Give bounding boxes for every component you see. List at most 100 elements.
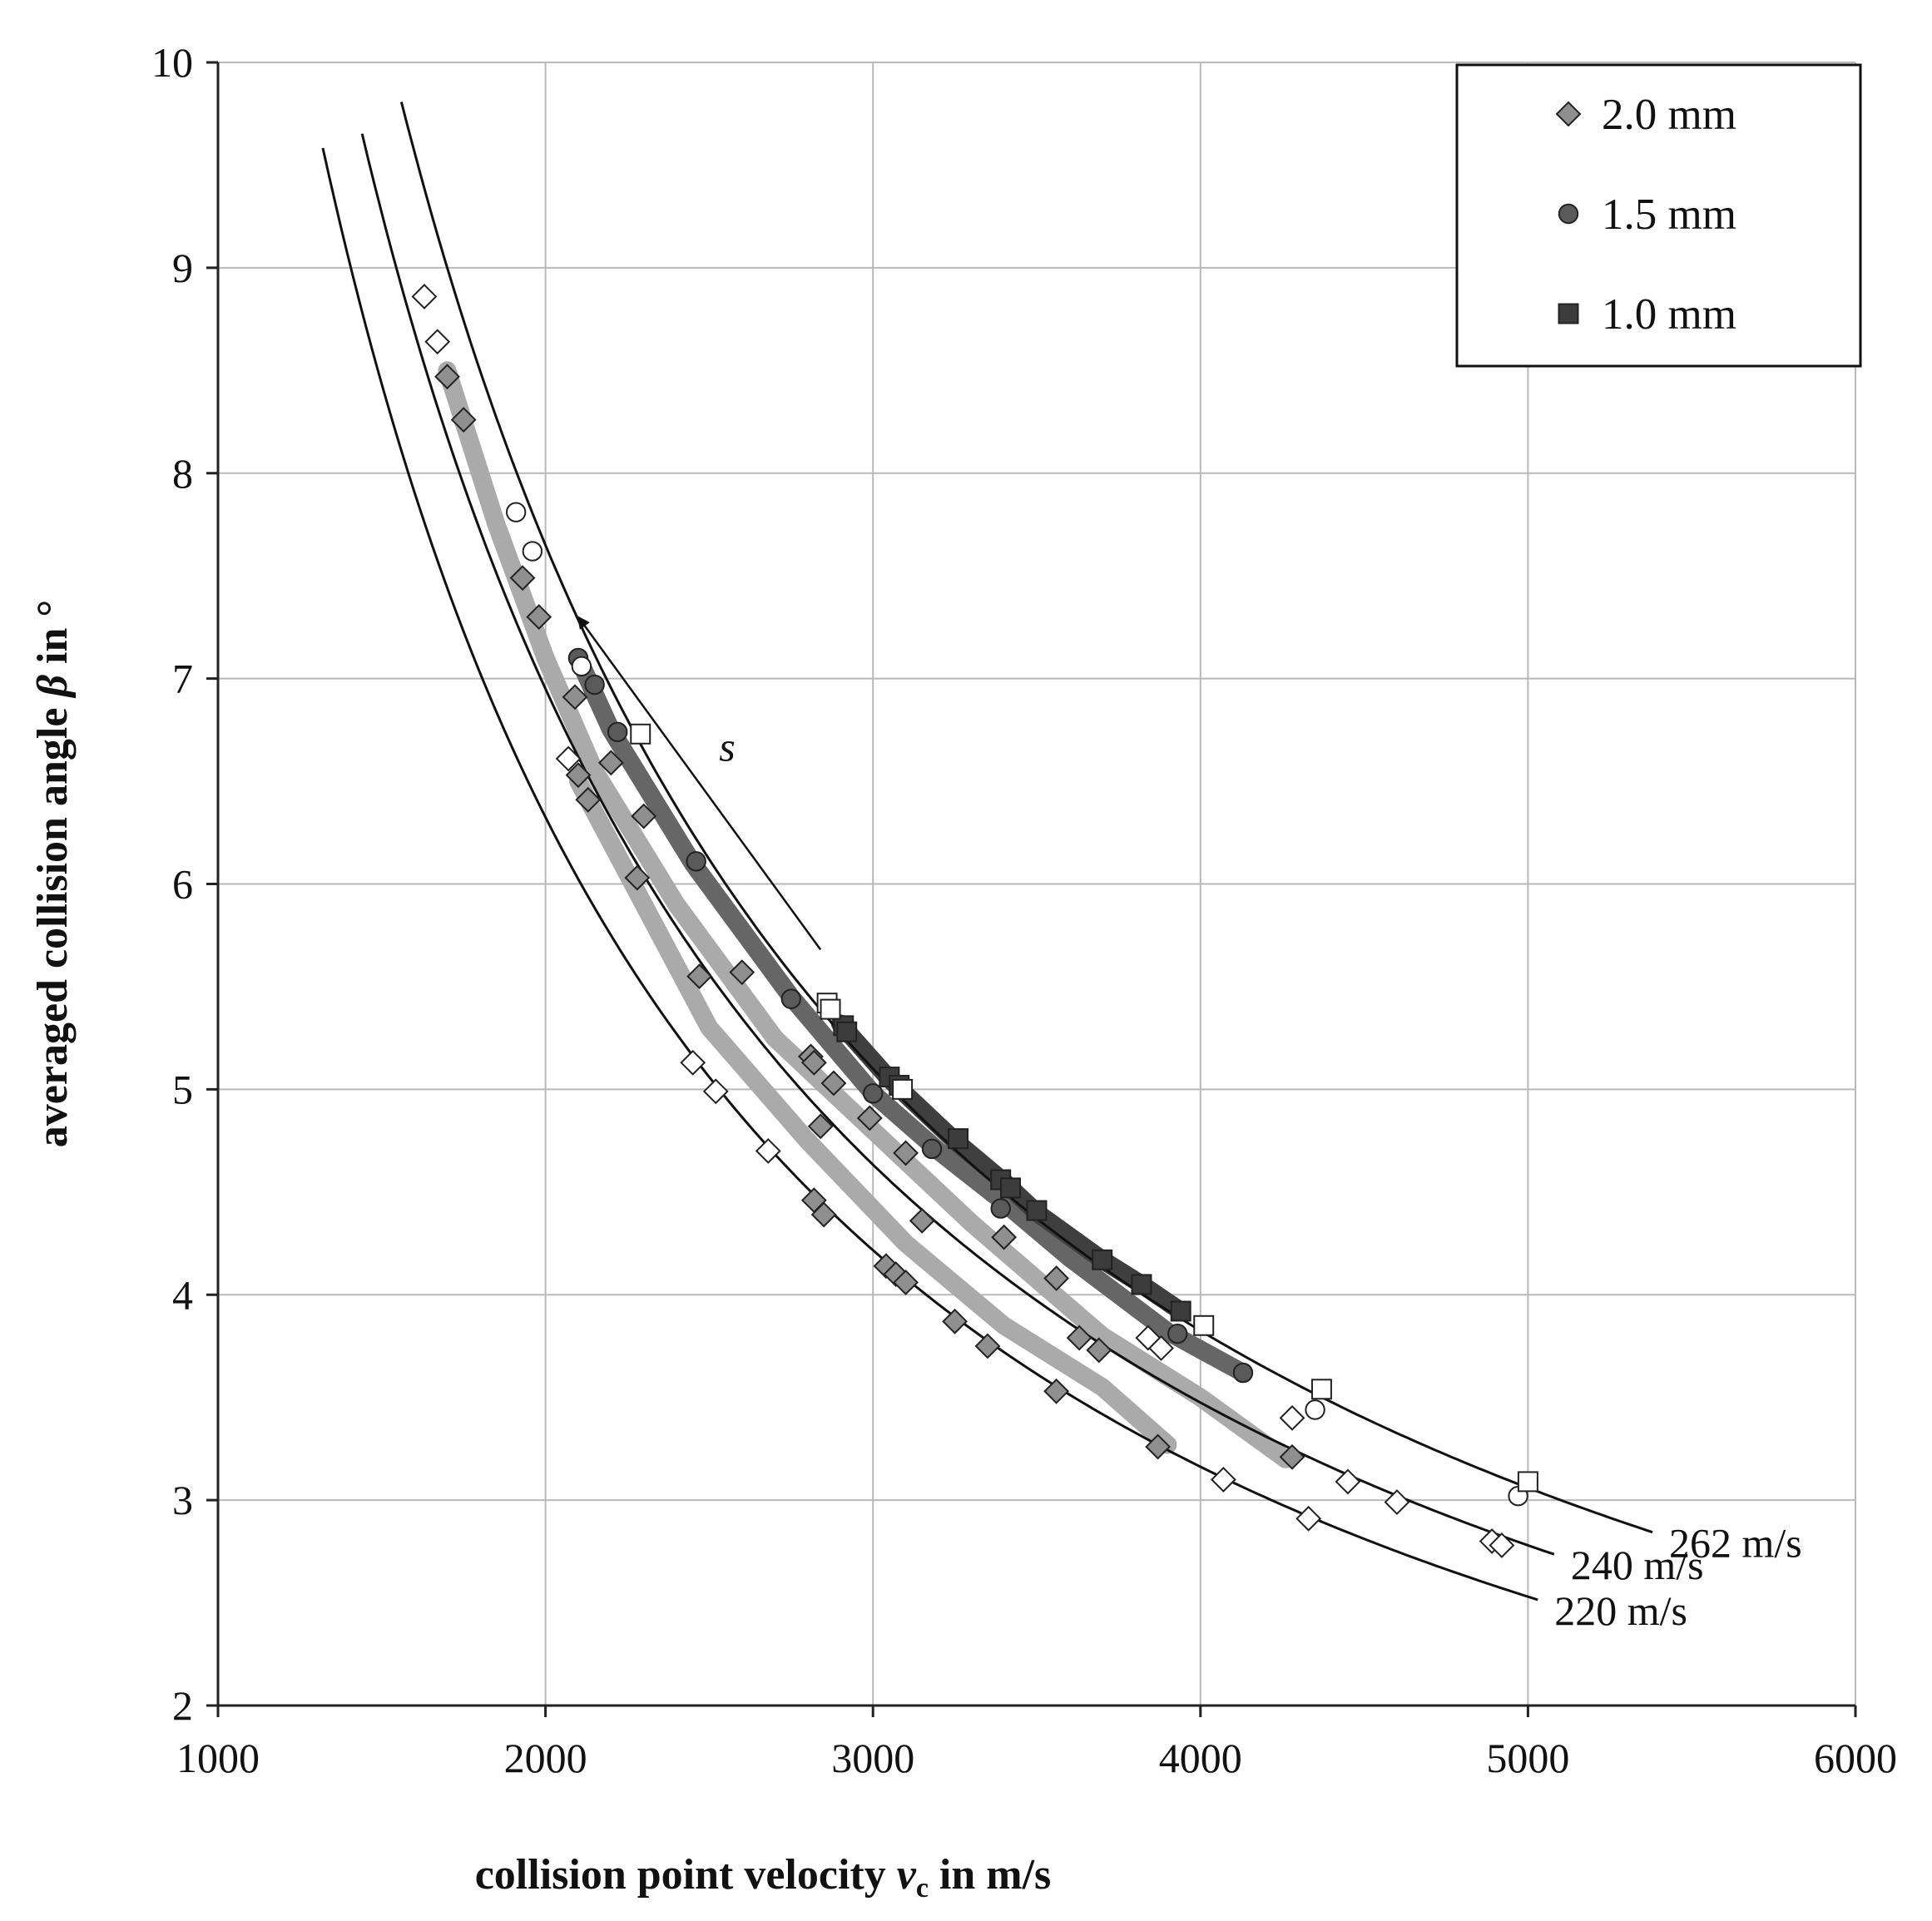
y-tick-label-9: 9 [172,245,193,291]
legend: 2.0 mm 1.5 mm 1.0 mm [1455,63,1862,368]
point-1-11 [1210,1467,1236,1493]
point-0-8 [631,803,657,829]
point-2-6 [921,1138,943,1160]
point-0-15 [856,1105,883,1131]
y-tick-label-10: 10 [151,39,193,86]
point-1-12 [1295,1505,1322,1532]
point-1-1 [424,329,451,355]
point-1-14 [1489,1532,1515,1558]
point-1-3 [680,1049,706,1076]
point-5-3 [892,1078,914,1100]
point-4-1 [836,1021,858,1042]
point-2-5 [863,1083,884,1104]
point-0-20 [1043,1265,1070,1291]
annotation-s: s [719,723,735,770]
y-tick-label-4: 4 [172,1271,193,1318]
legend-markers [1555,101,1582,324]
point-5-6 [1517,1471,1538,1493]
point-0-9 [624,864,651,891]
reference-curve-1 [360,133,1555,1556]
data-points [411,284,1538,1558]
point-0-4 [562,684,588,710]
legend-marker-0 [1555,101,1582,127]
bands [438,361,1295,1468]
point-4-7 [1026,1200,1048,1221]
point-0-21 [1066,1324,1092,1351]
point-5-4 [1193,1314,1215,1336]
point-2-1 [584,674,605,696]
x-tick-label-6000: 6000 [1814,1735,1897,1781]
point-0-14 [820,1070,847,1097]
point-0-3 [526,604,552,630]
point-1-5 [755,1138,781,1164]
point-0-10 [729,959,755,986]
point-0-31 [1145,1433,1172,1460]
point-0-17 [893,1140,919,1166]
x-axis-title: collision point velocity vc in m/s [475,1851,1052,1904]
point-3-1 [522,541,543,562]
reference-curve-2 [321,147,1538,1602]
point-3-3 [1305,1399,1325,1420]
point-4-10 [1170,1300,1191,1322]
point-0-6 [565,762,592,789]
legend-label-1mm: 1.0 mm [1602,290,1736,339]
y-tick-label-6: 6 [172,861,193,908]
point-0-19 [991,1224,1018,1250]
point-0-30 [1043,1378,1070,1404]
point-0-2 [509,565,536,592]
curve-label-0: 262 m/s [1669,1520,1802,1567]
x-tick-labels: 1000 2000 3000 4000 5000 6000 [176,1735,1897,1781]
point-2-3 [686,851,706,872]
point-5-0 [630,723,651,745]
x-tick-label-1000: 1000 [176,1735,260,1781]
point-3-0 [505,502,527,522]
curve-label-1: 240 m/s [1571,1542,1704,1588]
legend-label-2mm: 2.0 mm [1602,91,1736,139]
point-1-2 [555,745,582,772]
x-tick-label-3000: 3000 [831,1735,914,1781]
reference-curves [321,101,1653,1602]
point-4-4 [948,1128,969,1150]
point-0-29 [974,1333,1001,1359]
point-5-5 [1310,1379,1332,1400]
band-2 [569,648,1252,1383]
x-tick-label-5000: 5000 [1486,1735,1569,1781]
point-1-10 [1384,1489,1410,1516]
x-tick-label-4000: 4000 [1159,1735,1242,1781]
point-0-27 [893,1270,919,1295]
y-tick-label-3: 3 [172,1477,193,1523]
point-0-5 [597,750,624,776]
x-tick-label-2000: 2000 [504,1735,587,1781]
y-tick-label-2: 2 [172,1682,193,1729]
point-0-32 [1279,1443,1305,1470]
point-2-4 [780,988,801,1009]
curve-label-2: 220 m/s [1554,1587,1687,1634]
band-0 [569,772,1177,1454]
point-0-1 [450,407,477,433]
point-1-9 [1335,1468,1361,1495]
point-4-8 [1092,1249,1113,1270]
point-0-28 [942,1308,968,1334]
band-1 [438,361,1295,1468]
point-1-7 [1148,1335,1174,1361]
point-0-24 [810,1201,837,1228]
point-5-2 [820,998,841,1020]
point-4-6 [1000,1177,1021,1199]
legend-label-1-5mm: 1.5 mm [1602,191,1736,239]
point-2-8 [1167,1323,1188,1344]
point-1-4 [702,1078,729,1105]
point-0-7 [575,786,602,813]
y-tick-label-8: 8 [172,450,193,497]
point-0-13 [800,1049,827,1076]
legend-box [1455,63,1862,368]
point-0-0 [434,364,460,390]
y-tick-label-7: 7 [172,656,193,702]
point-2-9 [1232,1362,1254,1384]
point-0-11 [686,963,713,990]
point-0-18 [909,1207,935,1234]
point-2-7 [990,1198,1011,1219]
point-0-22 [1086,1337,1112,1364]
legend-marker-1 [1558,203,1579,225]
point-2-2 [607,721,628,743]
